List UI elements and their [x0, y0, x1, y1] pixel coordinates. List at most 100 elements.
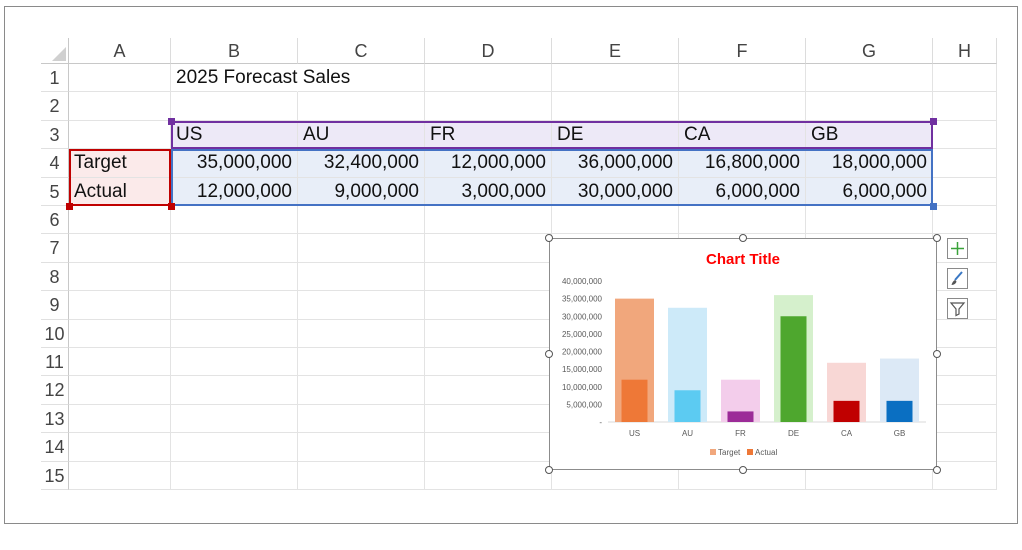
range-handle[interactable] [168, 117, 175, 125]
column-header-c[interactable]: C [298, 38, 425, 64]
country-header-fr[interactable]: FR [425, 120, 552, 150]
actual-value-de[interactable]: 30,000,000 [552, 177, 679, 206]
chart-resize-handle[interactable] [545, 466, 553, 474]
chart-resize-handle[interactable] [933, 234, 941, 242]
chart-resize-handle[interactable] [933, 350, 941, 358]
cell-f2[interactable] [679, 92, 806, 121]
cell-a8[interactable] [69, 262, 171, 292]
range-handle[interactable] [930, 117, 937, 125]
target-value-au[interactable]: 32,400,000 [298, 149, 425, 178]
chart-resize-handle[interactable] [739, 466, 747, 474]
country-header-de[interactable]: DE [552, 120, 679, 150]
row-header-5[interactable]: 5 [41, 177, 69, 206]
cell-d7[interactable] [425, 234, 552, 263]
cell-h9[interactable] [933, 291, 997, 320]
cell-h8[interactable] [933, 262, 997, 292]
cell-c2[interactable] [298, 92, 425, 121]
actual-value-us[interactable]: 12,000,000 [171, 177, 298, 206]
cell-d10[interactable] [425, 319, 552, 348]
cell-a2[interactable] [69, 92, 171, 121]
target-value-us[interactable]: 35,000,000 [171, 149, 298, 178]
row-header-2[interactable]: 2 [41, 92, 69, 121]
cell-a7[interactable] [69, 234, 171, 263]
target-label-cell[interactable]: Target [69, 149, 171, 178]
row-header-4[interactable]: 4 [41, 149, 69, 178]
country-header-us[interactable]: US [171, 120, 298, 150]
cell-c9[interactable] [298, 291, 425, 320]
cell-f15[interactable] [679, 461, 806, 490]
cell-d13[interactable] [425, 404, 552, 434]
cell-h13[interactable] [933, 404, 997, 434]
cell-c12[interactable] [298, 376, 425, 405]
cell-a15[interactable] [69, 461, 171, 490]
country-header-ca[interactable]: CA [679, 120, 806, 150]
cell-c10[interactable] [298, 319, 425, 348]
cell-a6[interactable] [69, 206, 171, 235]
column-header-d[interactable]: D [425, 38, 552, 64]
cell-h2[interactable] [933, 92, 997, 121]
cell-c13[interactable] [298, 404, 425, 434]
cell-e15[interactable] [552, 461, 679, 490]
column-header-b[interactable]: B [171, 38, 298, 64]
row-header-6[interactable]: 6 [41, 206, 69, 235]
cell-b15[interactable] [171, 461, 298, 490]
cell-e1[interactable] [552, 64, 679, 93]
row-header-14[interactable]: 14 [41, 433, 69, 462]
actual-label-cell[interactable]: Actual [69, 177, 171, 206]
cell-a1[interactable] [69, 64, 171, 93]
cell-b12[interactable] [171, 376, 298, 405]
cell-b11[interactable] [171, 348, 298, 377]
cell-h14[interactable] [933, 433, 997, 462]
row-header-13[interactable]: 13 [41, 404, 69, 434]
cell-g1[interactable] [806, 64, 933, 93]
cell-b10[interactable] [171, 319, 298, 348]
row-header-9[interactable]: 9 [41, 291, 69, 320]
column-header-a[interactable]: A [69, 38, 171, 64]
cell-d6[interactable] [425, 206, 552, 235]
cell-a3[interactable] [69, 120, 171, 150]
row-header-7[interactable]: 7 [41, 234, 69, 263]
cell-b8[interactable] [171, 262, 298, 292]
row-header-1[interactable]: 1 [41, 64, 69, 93]
chart-elements-button[interactable] [947, 238, 968, 259]
cell-g6[interactable] [806, 206, 933, 235]
cell-e6[interactable] [552, 206, 679, 235]
cell-c8[interactable] [298, 262, 425, 292]
target-value-gb[interactable]: 18,000,000 [806, 149, 933, 178]
cell-a12[interactable] [69, 376, 171, 405]
chart-filters-button[interactable] [947, 298, 968, 319]
cell-a11[interactable] [69, 348, 171, 377]
cell-c11[interactable] [298, 348, 425, 377]
range-handle[interactable] [930, 203, 937, 210]
range-handle[interactable] [168, 203, 175, 210]
cell-c14[interactable] [298, 433, 425, 462]
cell-d12[interactable] [425, 376, 552, 405]
cell-h1[interactable] [933, 64, 997, 93]
cell-c1[interactable] [298, 64, 425, 93]
chart-resize-handle[interactable] [933, 466, 941, 474]
cell-b13[interactable] [171, 404, 298, 434]
cell-d15[interactable] [425, 461, 552, 490]
cell-g2[interactable] [806, 92, 933, 121]
cell-b6[interactable] [171, 206, 298, 235]
select-all-corner[interactable] [41, 38, 69, 64]
country-header-gb[interactable]: GB [806, 120, 933, 150]
cell-d14[interactable] [425, 433, 552, 462]
chart-styles-button[interactable] [947, 268, 968, 289]
column-header-g[interactable]: G [806, 38, 933, 64]
cell-c15[interactable] [298, 461, 425, 490]
row-header-10[interactable]: 10 [41, 319, 69, 348]
cell-h15[interactable] [933, 461, 997, 490]
row-header-3[interactable]: 3 [41, 120, 69, 150]
cell-a10[interactable] [69, 319, 171, 348]
cell-d11[interactable] [425, 348, 552, 377]
cell-h10[interactable] [933, 319, 997, 348]
column-header-e[interactable]: E [552, 38, 679, 64]
cell-b14[interactable] [171, 433, 298, 462]
chart-resize-handle[interactable] [545, 234, 553, 242]
cell-d8[interactable] [425, 262, 552, 292]
column-header-h[interactable]: H [933, 38, 997, 64]
chart-resize-handle[interactable] [739, 234, 747, 242]
cell-b7[interactable] [171, 234, 298, 263]
cell-c6[interactable] [298, 206, 425, 235]
